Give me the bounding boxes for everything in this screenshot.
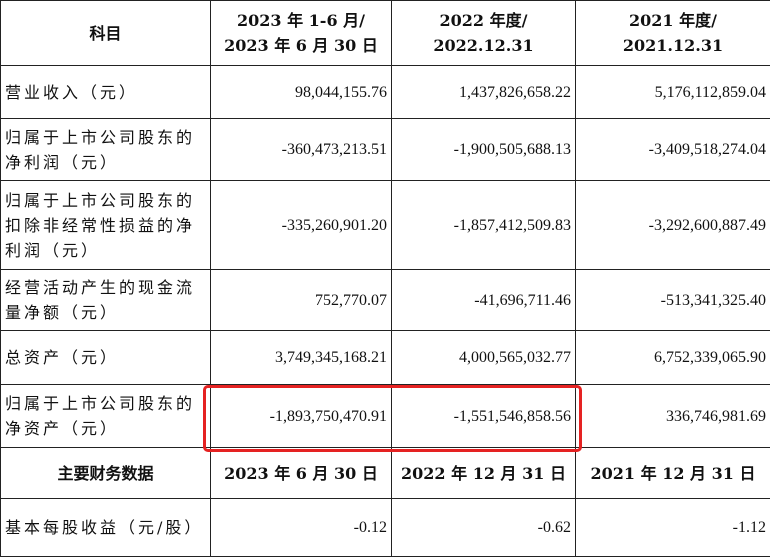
- cell-2021: 5,176,112,859.04: [576, 66, 770, 119]
- header-2021-date: 2021.12.31: [580, 33, 766, 58]
- header-2022: 2022 年度/ 2022.12.31: [392, 1, 576, 66]
- cell-2021: -3,409,518,274.04: [576, 119, 770, 181]
- cell-2023: -0.12: [211, 499, 392, 557]
- subheader-title: 主要财务数据: [1, 448, 211, 499]
- header-subject: 科目: [1, 1, 211, 66]
- row-label: 基本每股收益（元/股）: [1, 499, 211, 557]
- cell-2023: -1,893,750,470.91: [211, 385, 392, 448]
- header-2021: 2021 年度/ 2021.12.31: [576, 1, 770, 66]
- subheader-2023: 2023 年 6 月 30 日: [211, 448, 392, 499]
- header-2023-period: 2023 年 1-6 月/: [215, 8, 387, 33]
- header-2023: 2023 年 1-6 月/ 2023 年 6 月 30 日: [211, 1, 392, 66]
- cell-2022: -1,551,546,858.56: [392, 385, 576, 448]
- header-2023-date: 2023 年 6 月 30 日: [215, 33, 387, 58]
- table-row-net-profit: 归属于上市公司股东的净利润（元） -360,473,213.51 -1,900,…: [1, 119, 770, 181]
- header-2022-date: 2022.12.31: [396, 33, 571, 58]
- table-row-total-assets: 总资产（元） 3,749,345,168.21 4,000,565,032.77…: [1, 331, 770, 385]
- cell-2023: 98,044,155.76: [211, 66, 392, 119]
- cell-2022: -0.62: [392, 499, 576, 557]
- cell-2022: -1,900,505,688.13: [392, 119, 576, 181]
- table-row-operating-cash-flow: 经营活动产生的现金流量净额（元） 752,770.07 -41,696,711.…: [1, 270, 770, 331]
- cell-2023: -360,473,213.51: [211, 119, 392, 181]
- cell-2021: -3,292,600,887.49: [576, 181, 770, 270]
- cell-2023: 752,770.07: [211, 270, 392, 331]
- cell-2021: -513,341,325.40: [576, 270, 770, 331]
- cell-2023: -335,260,901.20: [211, 181, 392, 270]
- cell-2022: -1,857,412,509.83: [392, 181, 576, 270]
- header-2022-period: 2022 年度/: [396, 8, 571, 33]
- subheader-2022: 2022 年 12 月 31 日: [392, 448, 576, 499]
- table-row-net-assets: 归属于上市公司股东的净资产（元） -1,893,750,470.91 -1,55…: [1, 385, 770, 448]
- table-row-eps: 基本每股收益（元/股） -0.12 -0.62 -1.12: [1, 499, 770, 557]
- cell-2021: 6,752,339,065.90: [576, 331, 770, 385]
- row-label: 营业收入（元）: [1, 66, 211, 119]
- cell-2022: 4,000,565,032.77: [392, 331, 576, 385]
- cell-2022: 1,437,826,658.22: [392, 66, 576, 119]
- row-label: 归属于上市公司股东的净资产（元）: [1, 385, 211, 448]
- row-label: 归属于上市公司股东的净利润（元）: [1, 119, 211, 181]
- cell-2023: 3,749,345,168.21: [211, 331, 392, 385]
- cell-2021: -1.12: [576, 499, 770, 557]
- cell-2022: -41,696,711.46: [392, 270, 576, 331]
- cell-2021: 336,746,981.69: [576, 385, 770, 448]
- row-label: 经营活动产生的现金流量净额（元）: [1, 270, 211, 331]
- row-label: 总资产（元）: [1, 331, 211, 385]
- table-row-revenue: 营业收入（元） 98,044,155.76 1,437,826,658.22 5…: [1, 66, 770, 119]
- table-row-net-profit-excl-nonrecurring: 归属于上市公司股东的扣除非经常性损益的净利润（元） -335,260,901.2…: [1, 181, 770, 270]
- table-header-row: 科目 2023 年 1-6 月/ 2023 年 6 月 30 日 2022 年度…: [1, 1, 770, 66]
- subheader-2021: 2021 年 12 月 31 日: [576, 448, 770, 499]
- table-subheader-row: 主要财务数据 2023 年 6 月 30 日 2022 年 12 月 31 日 …: [1, 448, 770, 499]
- row-label: 归属于上市公司股东的扣除非经常性损益的净利润（元）: [1, 181, 211, 270]
- header-2021-period: 2021 年度/: [580, 8, 766, 33]
